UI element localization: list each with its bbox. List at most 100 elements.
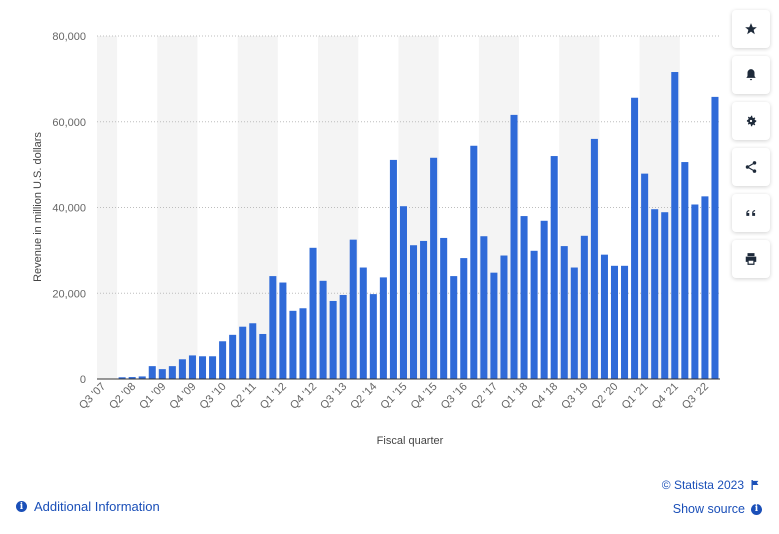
bar <box>490 272 498 379</box>
bar <box>410 245 418 379</box>
bar <box>651 209 659 379</box>
bar <box>339 294 347 379</box>
x-tick-label: Q4 '21 <box>650 381 681 412</box>
bar <box>138 376 146 379</box>
bar <box>480 236 488 379</box>
bar <box>269 276 277 379</box>
x-tick-label: Q1 '09 <box>137 381 168 412</box>
show-source-link[interactable]: Show source i <box>673 502 762 516</box>
bar <box>319 280 327 379</box>
notification-button[interactable] <box>732 56 770 94</box>
bar <box>510 114 518 379</box>
bar <box>570 267 578 379</box>
x-tick-label: Q2 '20 <box>589 381 620 412</box>
bar <box>219 341 227 379</box>
bar <box>550 156 558 379</box>
x-tick-label: Q1 '15 <box>378 381 409 412</box>
bar <box>691 204 699 379</box>
x-tick-label: Q1 '12 <box>258 381 289 412</box>
side-toolbar <box>732 10 772 286</box>
bar <box>118 377 126 379</box>
bar <box>148 366 156 379</box>
bar <box>440 237 448 379</box>
print-button[interactable] <box>732 240 770 278</box>
bar <box>359 267 367 379</box>
x-tick-label: Q3 '10 <box>198 381 229 412</box>
bar <box>470 145 478 379</box>
bar <box>460 258 468 379</box>
star-icon <box>745 23 757 35</box>
bar <box>450 276 458 379</box>
bar <box>168 366 176 379</box>
copyright: © Statista 2023 <box>662 478 760 492</box>
share-icon <box>745 161 757 173</box>
bar <box>399 206 407 379</box>
bar <box>198 356 207 379</box>
show-source-label: Show source <box>672 502 745 516</box>
favorite-button[interactable] <box>732 10 770 48</box>
y-axis-ticks: 0 20,000 40,000 60,000 80,000 <box>52 31 86 386</box>
bar <box>610 265 619 379</box>
bar <box>590 138 598 379</box>
x-tick-label: Q4 '18 <box>529 381 560 412</box>
cite-button[interactable] <box>732 194 770 232</box>
bar <box>249 323 257 379</box>
x-tick-label: Q3 '22 <box>680 381 711 412</box>
y-tick-label: 60,000 <box>52 117 86 129</box>
bar <box>631 97 639 380</box>
x-tick-label: Q3 '16 <box>439 381 470 412</box>
y-axis-title: Revenue in million U.S. dollars <box>32 132 44 282</box>
bar <box>299 308 307 379</box>
bars <box>118 72 719 380</box>
bar <box>209 356 217 379</box>
bar <box>289 310 297 379</box>
bar <box>279 282 287 379</box>
bar <box>229 334 237 379</box>
bar <box>430 157 438 379</box>
x-tick-label: Q2 '11 <box>228 381 259 412</box>
bar <box>540 220 548 379</box>
additional-information-link[interactable]: i Additional Information <box>16 499 160 514</box>
y-tick-label: 80,000 <box>52 31 86 43</box>
gear-icon <box>746 115 757 127</box>
y-tick-label: 0 <box>80 374 86 386</box>
bar <box>420 240 428 379</box>
bar <box>701 196 709 379</box>
bar <box>661 212 669 379</box>
bar <box>560 246 568 379</box>
bar <box>369 294 377 379</box>
bar <box>188 355 196 379</box>
x-tick-label: Q4 '12 <box>288 381 319 412</box>
x-tick-label: Q2 '17 <box>469 381 500 412</box>
x-tick-label: Q1 '21 <box>620 381 651 412</box>
bar <box>621 265 629 379</box>
copyright-text: © Statista 2023 <box>661 478 744 492</box>
flag-icon[interactable] <box>751 480 760 490</box>
bar <box>520 216 528 379</box>
bar <box>329 300 337 379</box>
additional-information-label: Additional Information <box>34 499 160 514</box>
y-tick-label: 20,000 <box>52 288 86 300</box>
bell-icon <box>746 69 756 81</box>
x-tick-label: Q3 '19 <box>559 381 590 412</box>
share-button[interactable] <box>732 148 770 186</box>
bar <box>681 162 689 379</box>
bar <box>239 326 247 379</box>
x-tick-label: Q2 '08 <box>107 381 138 412</box>
bar <box>379 277 387 379</box>
info-icon: i <box>751 503 762 515</box>
bar <box>530 250 538 379</box>
x-axis-title: Fiscal quarter <box>377 435 444 447</box>
bar <box>178 359 186 379</box>
bar <box>158 369 166 379</box>
bar <box>500 255 508 379</box>
settings-button[interactable] <box>732 102 770 140</box>
bar <box>671 72 679 379</box>
bar <box>711 96 719 379</box>
bar <box>309 247 317 379</box>
x-tick-label: Q2 '14 <box>348 381 379 412</box>
info-icon: i <box>16 501 27 512</box>
print-icon <box>745 253 757 265</box>
